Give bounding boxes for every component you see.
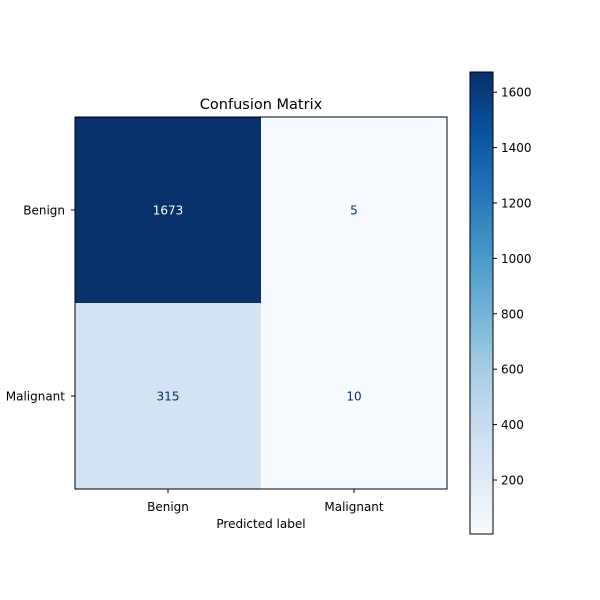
cell-value-label: 315 (157, 390, 180, 404)
colorbar-ticks: 200 400 600 800 1000 1200 1400 1600 (493, 86, 532, 487)
cell-value-label: 5 (350, 204, 358, 218)
y-tick-label: Benign (23, 204, 65, 218)
chart-title: Confusion Matrix (200, 97, 323, 113)
cell-value-label: 1673 (153, 204, 184, 218)
colorbar-tick-label: 400 (501, 418, 524, 432)
colorbar-tick-label: 1000 (501, 252, 532, 266)
colorbar-tick-label: 600 (501, 363, 524, 377)
y-tick-label: Malignant (6, 390, 66, 404)
matrix-cells (75, 117, 447, 489)
x-axis-label: Predicted label (216, 517, 305, 531)
matrix-frame (74, 116, 448, 490)
colorbar-tick-label: 1400 (501, 141, 532, 155)
cell-value-labels: 1673 5 315 10 (153, 204, 362, 404)
colorbar-tick-label: 1600 (501, 86, 532, 100)
matrix-cell (261, 117, 447, 303)
colorbar-tick-label: 200 (501, 473, 524, 487)
colorbar (469, 71, 494, 535)
matrix-cell (75, 303, 261, 489)
x-tick-label: Malignant (324, 500, 384, 514)
matrix-cell (261, 303, 447, 489)
y-axis-ticks: Benign Malignant (6, 204, 75, 404)
colorbar-tick-label: 800 (501, 307, 524, 321)
x-tick-label: Benign (147, 500, 189, 514)
colorbar-tick-label: 1200 (501, 197, 532, 211)
cell-value-label: 10 (346, 390, 361, 404)
matrix-cell (75, 117, 261, 303)
x-axis-ticks: Benign Malignant (147, 489, 384, 514)
